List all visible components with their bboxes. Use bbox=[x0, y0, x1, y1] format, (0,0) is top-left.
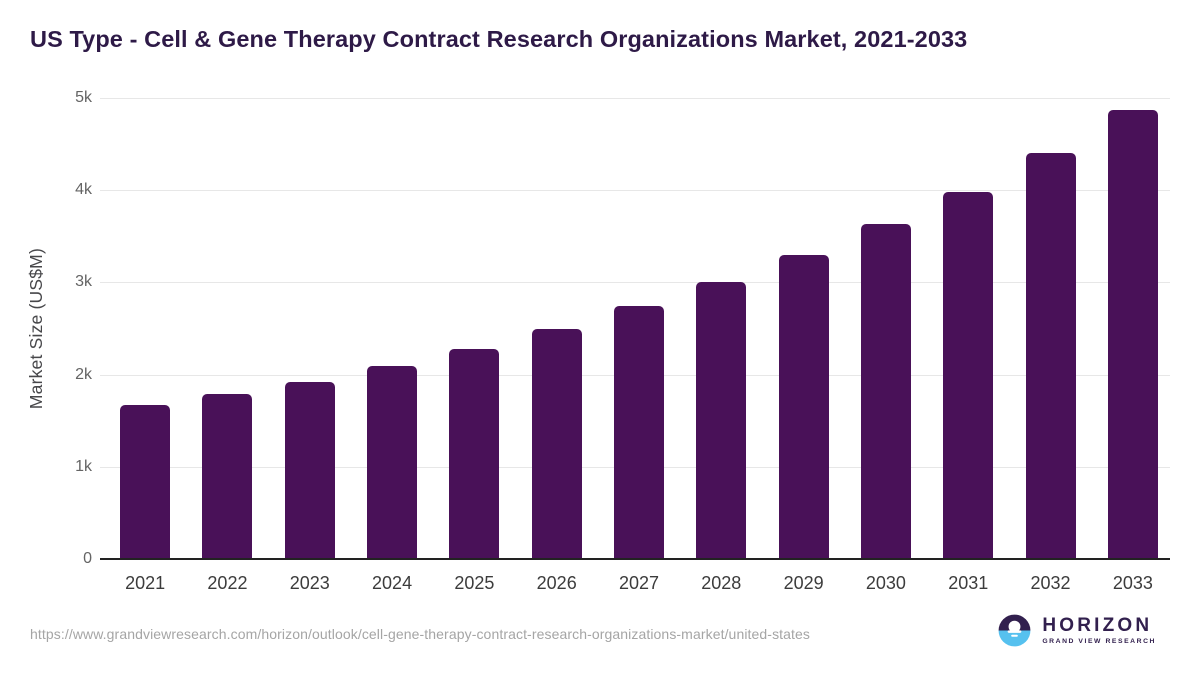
bar-2033[interactable] bbox=[1107, 110, 1158, 559]
bar-2027[interactable] bbox=[614, 306, 664, 559]
x-tick-2024: 2024 bbox=[372, 573, 413, 593]
x-tick-2031: 2031 bbox=[948, 573, 989, 593]
chart-title: US Type - Cell & Gene Therapy Contract R… bbox=[30, 26, 968, 52]
x-tick-2029: 2029 bbox=[783, 573, 824, 593]
bar-2028[interactable] bbox=[696, 281, 747, 559]
brand-name: HORIZON bbox=[1042, 615, 1153, 636]
x-tick-2028: 2028 bbox=[701, 573, 742, 593]
y-axis-title-wrap: Market Size (US$M) bbox=[24, 98, 48, 559]
bar-2025[interactable] bbox=[449, 348, 500, 559]
x-tick-2026: 2026 bbox=[536, 573, 577, 593]
horizon-logo-icon bbox=[998, 614, 1031, 647]
x-tick-2022: 2022 bbox=[207, 573, 248, 593]
bar-2031[interactable] bbox=[943, 192, 994, 559]
logo-text: HORIZON GRAND VIEW RESEARCH bbox=[1042, 615, 1156, 646]
x-tick-2023: 2023 bbox=[289, 573, 330, 593]
source-url: https://www.grandviewresearch.com/horizo… bbox=[30, 626, 811, 642]
y-tick-4k: 4k bbox=[75, 181, 92, 199]
plot-area bbox=[100, 98, 1170, 560]
y-tick-0: 0 bbox=[83, 550, 92, 567]
y-tick-5k: 5k bbox=[75, 89, 92, 106]
x-tick-2030: 2030 bbox=[865, 573, 906, 593]
bar-2024[interactable] bbox=[367, 365, 418, 559]
y-tick-3k: 3k bbox=[75, 273, 92, 291]
bar-2026[interactable] bbox=[531, 328, 582, 559]
y-tick-2k: 2k bbox=[75, 365, 92, 383]
bar-2032[interactable] bbox=[1025, 152, 1076, 559]
x-tick-2025: 2025 bbox=[454, 573, 495, 593]
gridline-4k bbox=[100, 190, 1170, 192]
x-tick-2032: 2032 bbox=[1030, 573, 1071, 593]
brand-logo: HORIZON GRAND VIEW RESEARCH bbox=[996, 612, 1156, 649]
bar-2023[interactable] bbox=[284, 382, 335, 559]
x-tick-2027: 2027 bbox=[618, 573, 660, 593]
x-tick-2021: 2021 bbox=[125, 573, 166, 593]
gridline-3k bbox=[100, 282, 1170, 284]
x-tick-2033: 2033 bbox=[1112, 573, 1153, 593]
bar-2022[interactable] bbox=[202, 394, 253, 559]
y-axis-title: Market Size (US$M) bbox=[25, 247, 46, 410]
x-axis-line bbox=[100, 558, 1170, 560]
bar-2030[interactable] bbox=[860, 224, 911, 559]
bar-2029[interactable] bbox=[778, 254, 829, 559]
bar-2021[interactable] bbox=[120, 405, 171, 559]
y-tick-1k: 1k bbox=[75, 457, 92, 475]
brand-subtitle: GRAND VIEW RESEARCH bbox=[1042, 638, 1156, 645]
gridline-5k bbox=[100, 98, 1170, 99]
